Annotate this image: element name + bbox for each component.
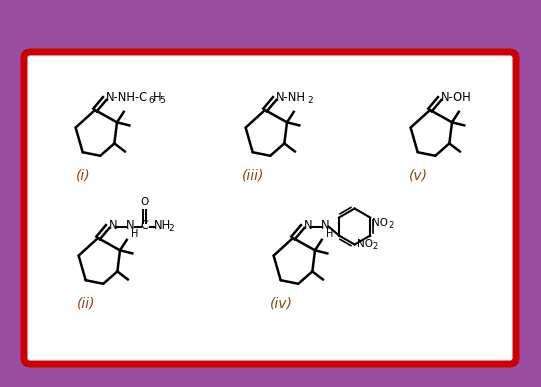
Text: N-OH: N-OH [440, 91, 471, 104]
Text: (iii): (iii) [242, 168, 264, 182]
Text: C: C [141, 219, 149, 232]
Text: 2: 2 [388, 221, 393, 230]
Text: NO: NO [357, 238, 373, 248]
Text: NO: NO [372, 217, 388, 228]
Text: 2: 2 [169, 224, 174, 233]
Text: N: N [126, 219, 134, 232]
Text: H: H [326, 229, 333, 238]
Text: (i): (i) [76, 168, 90, 182]
Text: H: H [130, 229, 138, 238]
Text: (ii): (ii) [77, 296, 95, 310]
Text: N: N [321, 219, 329, 232]
Text: O: O [141, 197, 149, 207]
Text: 6: 6 [149, 96, 154, 105]
Text: 2: 2 [308, 96, 313, 105]
Text: NH: NH [154, 219, 171, 232]
Text: (v): (v) [408, 168, 427, 182]
Text: N: N [109, 219, 117, 232]
Text: 5: 5 [160, 96, 166, 105]
Text: (iv): (iv) [269, 296, 293, 310]
Text: N-NH-C: N-NH-C [105, 91, 148, 104]
Text: H: H [153, 91, 161, 104]
Text: N-NH: N-NH [275, 91, 306, 104]
FancyBboxPatch shape [24, 52, 516, 364]
Text: 2: 2 [373, 242, 378, 251]
Text: N: N [304, 219, 312, 232]
